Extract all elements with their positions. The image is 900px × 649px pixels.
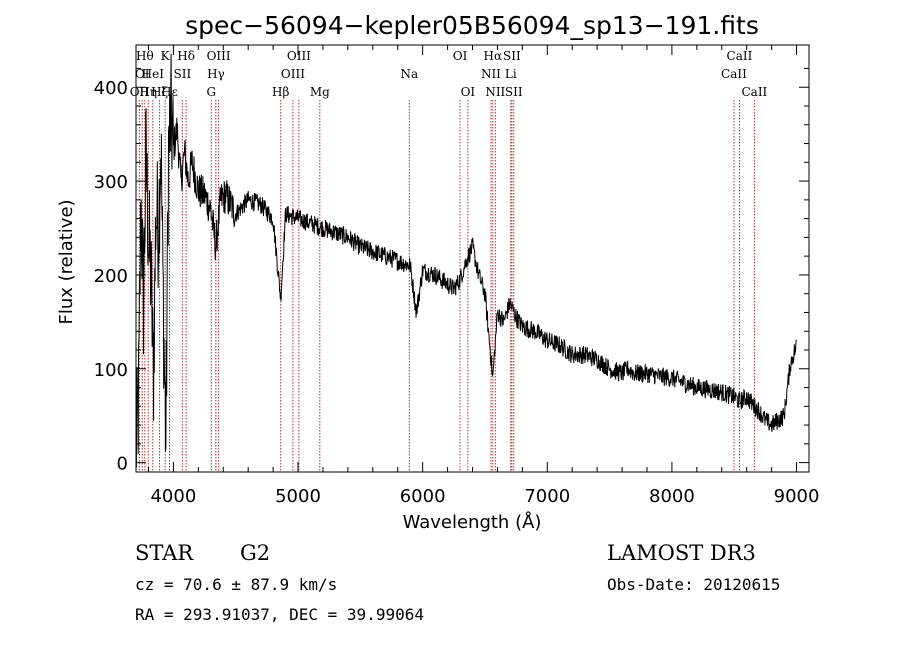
redshift-text: cz = 70.6 ± 87.9 km/s xyxy=(135,575,337,594)
object-subclass: G2 xyxy=(240,541,270,565)
spectral-line-markers xyxy=(138,100,755,472)
spectral-line-label: Hη xyxy=(139,85,157,99)
spectral-line-label: Li xyxy=(505,67,517,81)
y-tick-label: 400 xyxy=(94,78,128,99)
spectral-line-label: Hζ xyxy=(151,85,168,99)
spectral-line-label: OIII xyxy=(287,49,311,63)
spectral-line-label: Na xyxy=(400,67,418,81)
y-tick-label: 300 xyxy=(94,172,128,193)
x-axis-label: Wavelength (Å) xyxy=(403,511,542,533)
spectral-line-label: NII xyxy=(485,85,505,99)
spectral-line-label: G xyxy=(206,85,216,99)
survey-name: LAMOST DR3 xyxy=(607,541,756,565)
x-tick-label: 5000 xyxy=(275,486,321,507)
spectral-line-label: CaII xyxy=(721,67,747,81)
spectral-line-label: HeI xyxy=(142,67,165,81)
spectral-line-label: Hβ xyxy=(272,85,289,99)
spectral-line-label: SII xyxy=(174,67,192,81)
spectral-line-label: Hθ xyxy=(136,49,154,63)
x-tick-label: 4000 xyxy=(150,486,196,507)
spectral-line-labels: OII OI Hθ Hη HeI Hζ K Hε SII Hδ G Hγ OIII Hβ OIII OIII M… xyxy=(130,49,768,99)
y-axis: 0 100 200 300 400 xyxy=(94,67,809,475)
y-tick-label: 0 xyxy=(117,454,128,475)
y-tick-label: 200 xyxy=(94,266,128,287)
spectral-line-label: OII xyxy=(130,85,150,99)
spectral-line-label: SII xyxy=(503,49,521,63)
spectral-line-label: CaII xyxy=(741,85,767,99)
y-axis-label: Flux (relative) xyxy=(56,199,77,324)
x-tick-label: 7000 xyxy=(524,486,570,507)
spectral-line-label: Mg xyxy=(310,85,330,99)
x-tick-label: 8000 xyxy=(649,486,695,507)
spectral-line-label: OIII xyxy=(207,49,231,63)
x-tick-label: 6000 xyxy=(400,486,446,507)
y-tick-label: 100 xyxy=(94,360,128,381)
object-class: STAR xyxy=(135,541,194,565)
spectral-line-label: NII xyxy=(481,67,501,81)
x-tick-label: 9000 xyxy=(774,486,820,507)
spectral-line-label: SII xyxy=(505,85,523,99)
spectral-line-label: OI xyxy=(135,67,150,81)
spectral-line-label: K xyxy=(161,49,171,63)
plot-frame xyxy=(135,44,810,473)
spectral-line-label: CaII xyxy=(727,49,753,63)
spectral-line-label: Hγ xyxy=(207,67,225,81)
spectral-line-label: OI xyxy=(453,49,468,63)
coordinates-text: RA = 293.91037, DEC = 39.99064 xyxy=(135,605,424,624)
spectrum-line xyxy=(135,53,797,468)
spectral-line-label: Hα xyxy=(484,49,503,63)
spectral-line-label: OIII xyxy=(281,67,305,81)
spectral-line-label: Hδ xyxy=(177,49,195,63)
spectral-line-label: OI xyxy=(461,85,476,99)
chart-title: spec−56094−kepler05B56094_sp13−191.fits xyxy=(185,11,759,40)
spectral-line-label: Hε xyxy=(161,85,178,99)
x-axis: 4000 5000 6000 7000 8000 9000 xyxy=(147,45,820,507)
obs-date-text: Obs-Date: 20120615 xyxy=(607,575,780,594)
